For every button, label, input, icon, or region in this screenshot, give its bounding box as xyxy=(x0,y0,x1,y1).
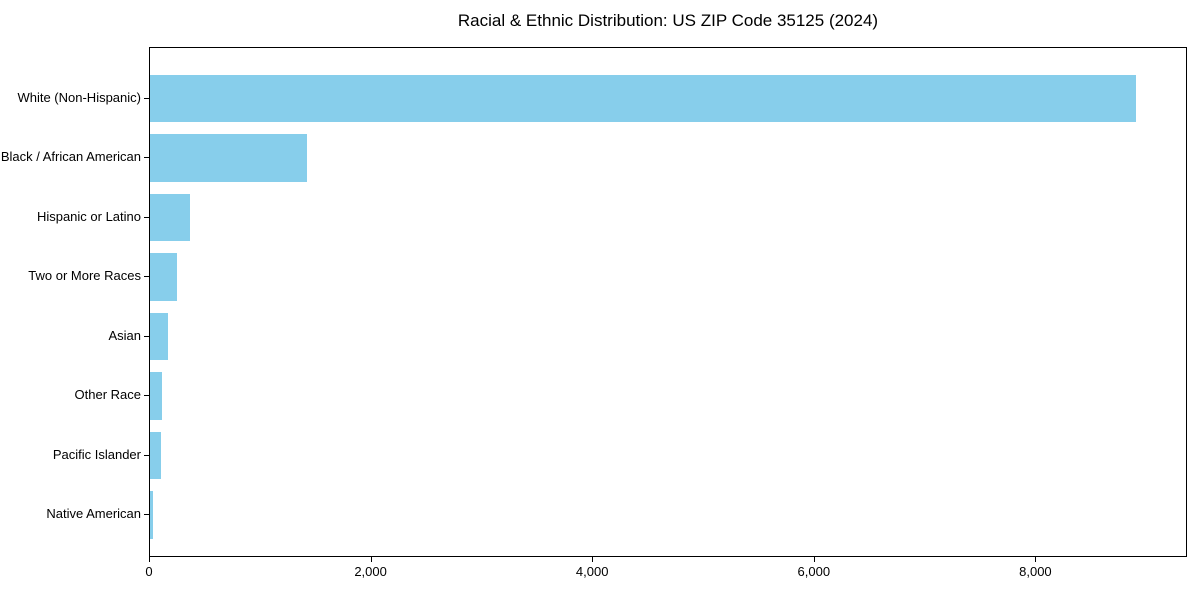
y-axis-tick xyxy=(144,157,149,158)
x-axis-tick xyxy=(370,557,372,562)
x-tick-label-6-000: 6,000 xyxy=(797,564,831,579)
x-tick-label-4-000: 4,000 xyxy=(575,564,609,579)
bar-other-race xyxy=(150,372,163,420)
y-axis-tick xyxy=(144,335,149,337)
y-axis-tick xyxy=(144,276,149,277)
bar-asian xyxy=(150,312,168,361)
bar-native-american xyxy=(150,491,154,539)
x-tick-label-0: 0 xyxy=(145,564,153,579)
x-tick-label-2-000: 2,000 xyxy=(354,564,387,579)
y-tick-label-two-or-more-races: Two or More Races xyxy=(28,268,141,283)
y-axis-tick xyxy=(144,514,149,515)
y-axis-tick xyxy=(144,395,149,396)
x-axis-tick xyxy=(149,557,150,562)
bar-white-non-hispanic xyxy=(150,74,1137,123)
x-axis-tick xyxy=(1035,557,1037,562)
chart-title: Racial & Ethnic Distribution: US ZIP Cod… xyxy=(457,11,879,30)
bar-two-or-more-races xyxy=(150,253,177,301)
y-tick-label-black-african-american: Black / African American xyxy=(0,149,141,164)
bar-hispanic-or-latino xyxy=(150,193,191,242)
y-tick-label-hispanic-or-latino: Hispanic or Latino xyxy=(36,208,141,224)
x-axis-tick xyxy=(592,557,594,562)
y-tick-label-white-non-hispanic: White (Non-Hispanic) xyxy=(17,89,141,105)
y-axis-tick xyxy=(144,216,149,218)
x-axis-tick xyxy=(813,557,815,562)
y-tick-label-asian: Asian xyxy=(108,327,141,343)
plot-area xyxy=(149,47,1187,557)
x-tick-label-8-000: 8,000 xyxy=(1019,564,1052,579)
y-tick-label-native-american: Native American xyxy=(46,506,141,521)
y-tick-label-other-race: Other Race xyxy=(74,387,141,402)
bar-pacific-islander xyxy=(150,431,162,480)
y-axis-tick xyxy=(144,97,149,99)
y-tick-label-pacific-islander: Pacific Islander xyxy=(52,446,141,462)
bar-black-african-american xyxy=(150,134,307,182)
y-axis-tick xyxy=(144,454,149,456)
